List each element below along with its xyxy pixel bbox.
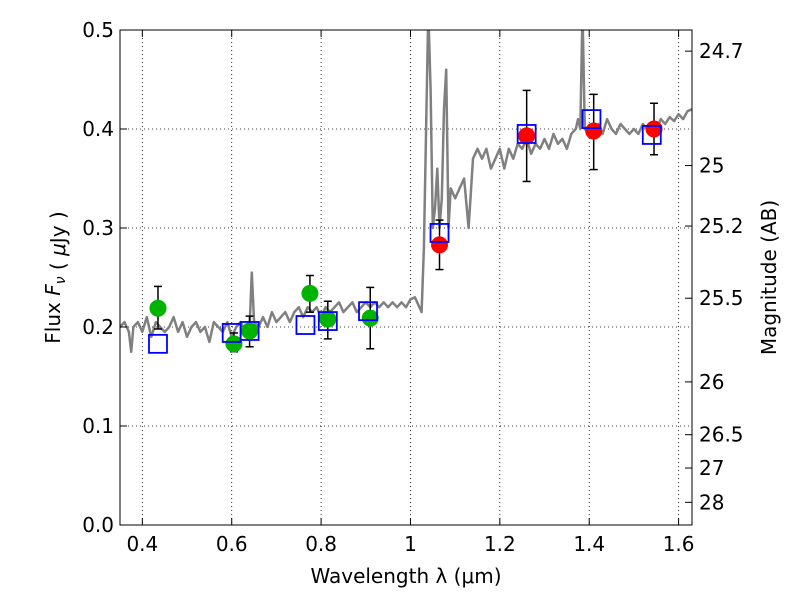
model-square bbox=[358, 301, 378, 322]
green-data-point bbox=[301, 284, 319, 302]
mag-tick-label: 26.5 bbox=[699, 423, 744, 447]
y-axis-label-part: ν bbox=[53, 276, 69, 284]
grid-layer bbox=[120, 30, 692, 525]
y-axis-label-part: F bbox=[41, 284, 65, 296]
model-square bbox=[148, 333, 168, 354]
y-axis-label-part: ( bbox=[46, 256, 70, 277]
model-square bbox=[295, 315, 316, 335]
mag-tick-label: 24.7 bbox=[699, 39, 744, 63]
errorbar-layer bbox=[153, 89, 659, 353]
red-data-point bbox=[645, 120, 663, 138]
mag-tick-label: 26 bbox=[699, 370, 724, 394]
y-axis-label-part: Flux bbox=[41, 296, 65, 344]
points-layer bbox=[149, 120, 663, 353]
model-square bbox=[581, 109, 602, 129]
x-tick-label: 1.4 bbox=[573, 532, 605, 556]
x-axis-label: Wavelength λ (μm) bbox=[310, 564, 501, 588]
y-tick-label: 0.5 bbox=[82, 18, 114, 42]
mag-tick-label: 25 bbox=[699, 154, 724, 178]
model-square bbox=[429, 223, 450, 243]
magnitude-axis-label: Magnitude (AB) bbox=[757, 200, 781, 355]
y-axis-label-part: Jy ) bbox=[46, 211, 70, 245]
spectrum-line bbox=[120, 30, 692, 354]
green-data-point bbox=[225, 335, 243, 353]
y-tick-label: 0.4 bbox=[82, 117, 114, 141]
model-square bbox=[317, 311, 338, 331]
plot-frame bbox=[119, 29, 693, 526]
green-data-point bbox=[319, 310, 337, 328]
mag-tick-label: 25.5 bbox=[699, 286, 744, 310]
mag-tick-label: 28 bbox=[699, 490, 724, 514]
x-tick-label: 1.2 bbox=[484, 532, 516, 556]
green-data-point bbox=[241, 322, 259, 340]
y-tick-label: 0.0 bbox=[82, 513, 114, 537]
x-tick-label: 1 bbox=[404, 532, 417, 556]
y-tick-label: 0.3 bbox=[82, 216, 114, 240]
spectrum-layer bbox=[120, 30, 692, 354]
y-axis-label-part: μ bbox=[46, 243, 70, 257]
x-tick-label: 1.6 bbox=[663, 532, 695, 556]
x-tick-label: 0.4 bbox=[126, 532, 158, 556]
model-square bbox=[516, 124, 537, 144]
red-data-point bbox=[585, 122, 603, 140]
ticks-layer: 0.4 0.6 0.8 1 1.2 1.4 1.6 0.0 0.1 0.2 0.3 0.4 0.5 24.… bbox=[82, 18, 743, 556]
green-data-point bbox=[361, 309, 379, 327]
mag-tick-label: 27 bbox=[699, 456, 724, 480]
y-tick-label: 0.2 bbox=[82, 315, 114, 339]
y-axis-label: Flux Fν ( μJy ) bbox=[41, 211, 70, 343]
y-tick-label: 0.1 bbox=[82, 414, 114, 438]
mag-tick-label: 25.2 bbox=[699, 214, 744, 238]
model-square bbox=[641, 125, 662, 145]
green-data-point bbox=[149, 299, 167, 317]
red-data-point bbox=[431, 236, 449, 254]
squares-layer bbox=[148, 109, 662, 354]
red-data-point bbox=[518, 127, 536, 145]
model-square bbox=[239, 321, 260, 341]
x-tick-label: 0.6 bbox=[216, 532, 248, 556]
x-tick-label: 0.8 bbox=[305, 532, 337, 556]
